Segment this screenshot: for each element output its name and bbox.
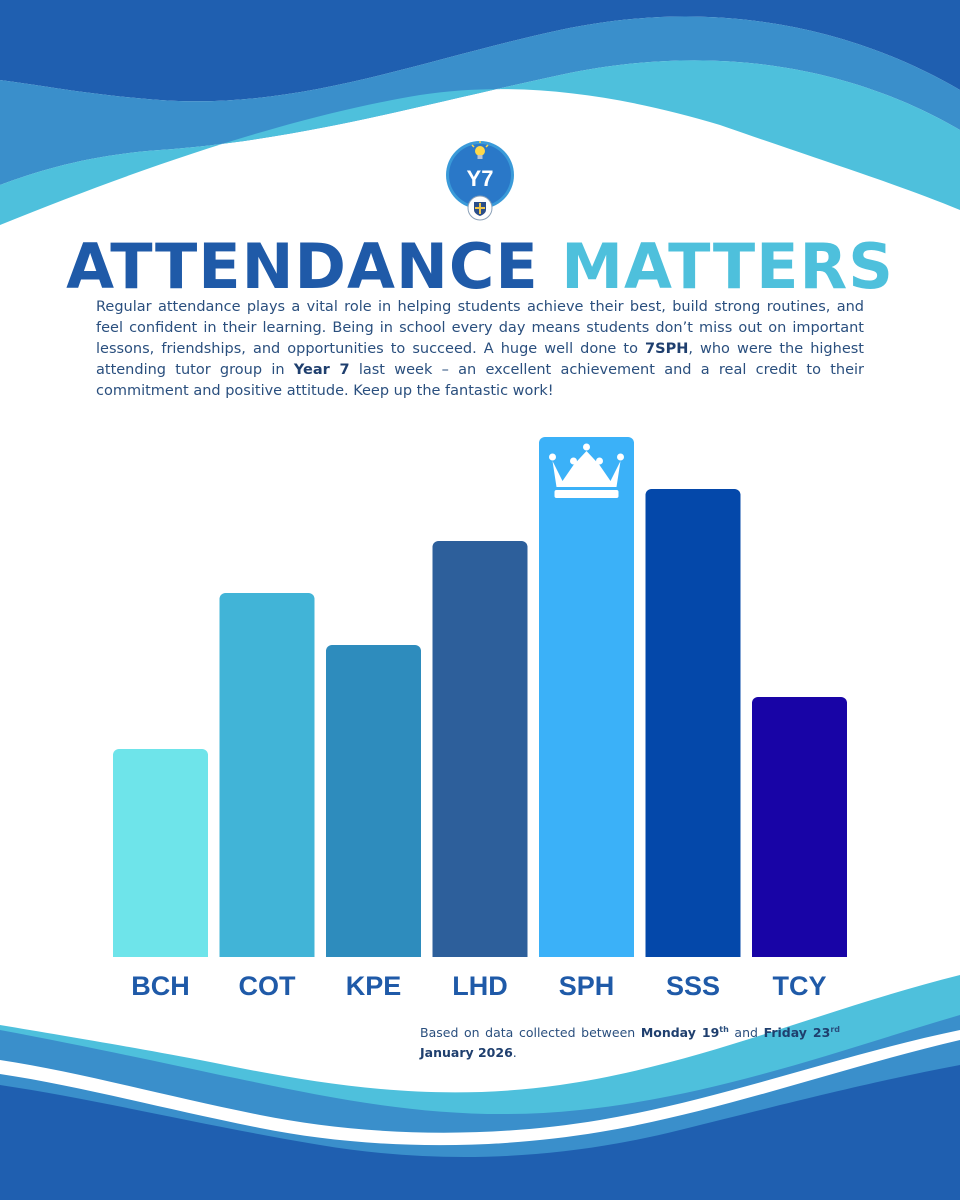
crown-icon	[549, 443, 624, 498]
bar-kpe	[326, 645, 421, 963]
bottom-wave-dark	[0, 1065, 960, 1200]
footnote-start-day: Monday 19	[640, 1025, 720, 1041]
footnote-suffix: .	[512, 1045, 517, 1061]
footnote: Based on data collected between Monday 1…	[420, 1020, 840, 1063]
crown-jewel	[570, 457, 577, 465]
footnote-start-suffix: th	[719, 1025, 729, 1034]
intro-paragraph: Regular attendance plays a vital role in…	[96, 297, 864, 402]
intro-text-2: , who were the highest attending tutor g…	[96, 341, 864, 378]
footnote-prefix: Based on data collected between	[420, 1025, 641, 1041]
footnote-end-suffix: rd	[830, 1025, 840, 1034]
chart-baseline-mask	[100, 957, 860, 965]
bar-tcy	[752, 697, 847, 963]
bottom-wave-white	[0, 1030, 960, 1146]
title-part-2: MATTERS	[561, 230, 894, 303]
footnote-mid: and	[728, 1025, 764, 1041]
bar-sph	[539, 437, 634, 963]
crown-jewel	[549, 453, 556, 461]
title-part-1: ATTENDANCE	[66, 230, 539, 303]
y7-logo: Y7	[446, 141, 514, 221]
top-wave-light	[0, 60, 960, 225]
label-tcy: TCY	[773, 971, 827, 1001]
page-title: ATTENDANCE MATTERS	[0, 222, 960, 312]
bars-group	[100, 437, 860, 965]
crown-band	[554, 490, 619, 498]
logo-text: Y7	[467, 166, 494, 191]
footnote-end-day: Friday 23	[763, 1025, 831, 1041]
top-wave-mid	[0, 16, 960, 185]
label-sph: SPH	[559, 971, 615, 1001]
label-cot: COT	[239, 971, 297, 1001]
footnote-end-month-year: January 2026	[420, 1045, 513, 1061]
bar-cot	[219, 593, 315, 963]
intro-highlight-year: Year 7	[293, 362, 350, 378]
crown-jewel	[596, 457, 603, 465]
label-sss: SSS	[666, 971, 720, 1001]
crown-body	[552, 451, 621, 487]
crown-jewel	[617, 453, 624, 461]
bar-bch	[113, 749, 208, 963]
label-bch: BCH	[131, 971, 190, 1001]
label-kpe: KPE	[346, 971, 402, 1001]
crown-jewel	[583, 443, 590, 451]
school-crest-icon	[467, 195, 493, 221]
intro-text-1: Regular attendance plays a vital role in…	[96, 299, 864, 357]
bar-sss	[645, 489, 741, 963]
lightbulb-icon	[471, 141, 489, 159]
label-lhd: LHD	[452, 971, 508, 1001]
category-labels-group: BCH COT KPE LHD SPH SSS TCY	[131, 971, 826, 1001]
bar-lhd	[432, 541, 528, 963]
intro-text-3: last week – an excellent achievement and…	[96, 362, 864, 399]
intro-highlight-group: 7SPH	[645, 341, 689, 357]
top-wave-dark	[0, 0, 960, 102]
